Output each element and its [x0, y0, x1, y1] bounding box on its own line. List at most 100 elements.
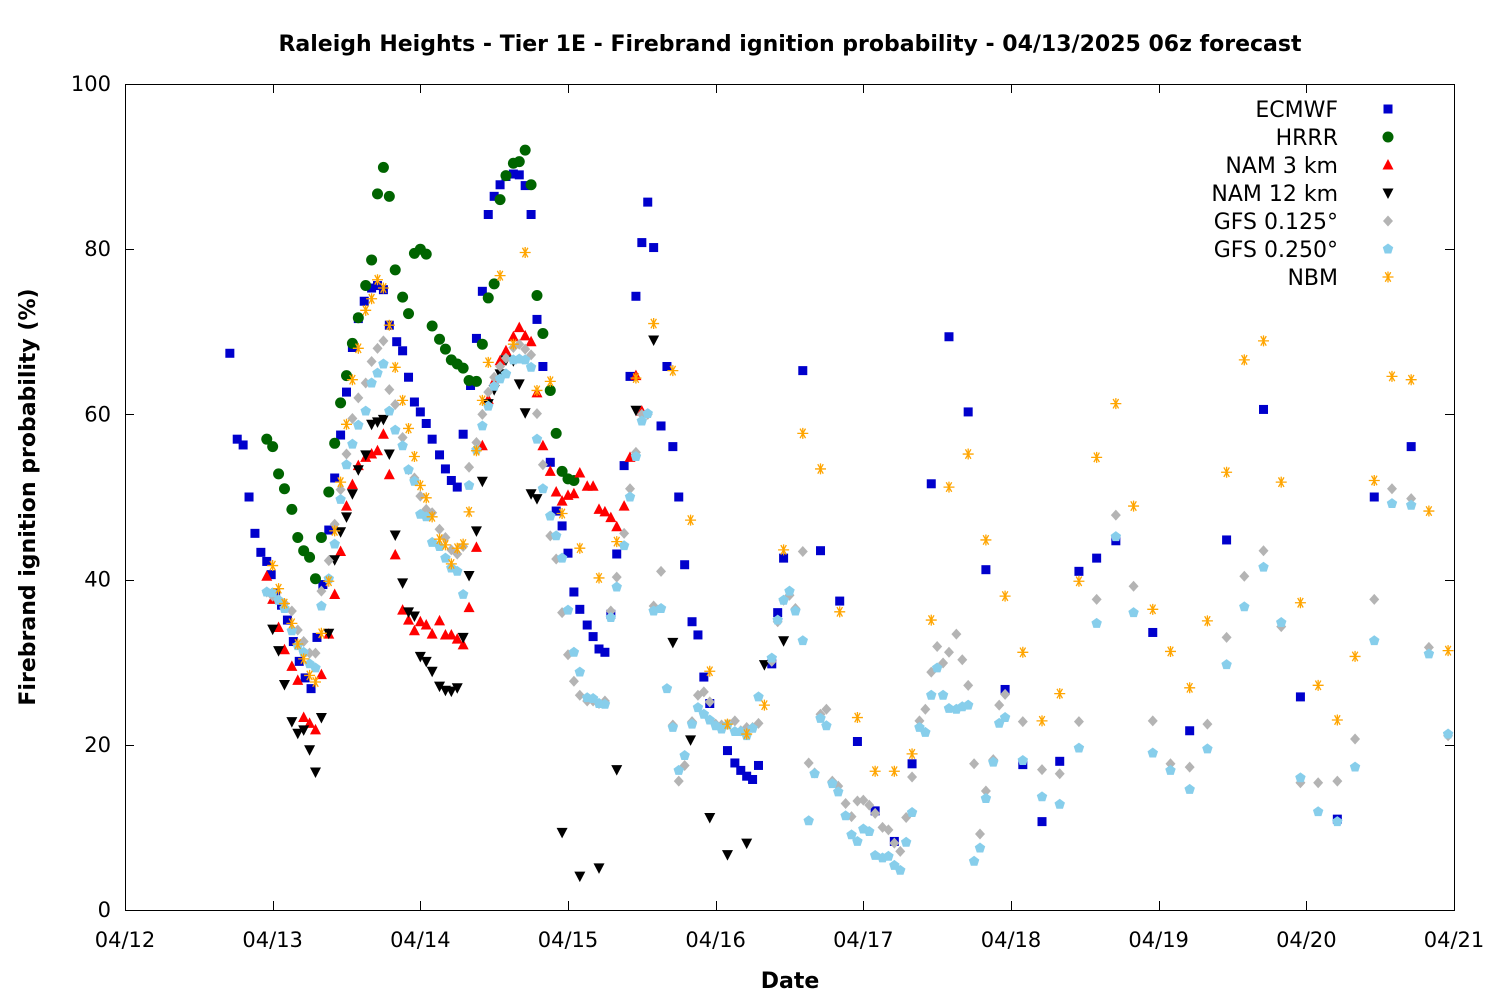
point-nam-12-km: [335, 527, 347, 538]
point-nam-12-km: [346, 489, 358, 500]
point-gfs-0-250: [686, 718, 698, 729]
y-tick-label: 80: [84, 237, 111, 261]
plot-area-frame: [125, 84, 1455, 911]
point-gfs-0-250: [926, 689, 937, 700]
point-gfs-0-125: [1110, 509, 1121, 521]
point-gfs-0-125: [963, 679, 974, 691]
point-hrrr: [482, 292, 494, 304]
y-axis-title: Firebrand ignition probability (%): [16, 288, 41, 705]
point-nam-3-km: [470, 541, 482, 552]
point-gfs-0-125: [520, 343, 531, 355]
point-nam-12-km: [352, 465, 364, 476]
point-gfs-0-125: [611, 571, 622, 583]
point-ecmwf: [477, 286, 487, 296]
point-hrrr: [383, 190, 395, 202]
point-hrrr: [346, 337, 358, 349]
point-nam-12-km: [426, 666, 438, 678]
point-gfs-0-125: [1258, 545, 1269, 557]
point-gfs-0-250: [803, 815, 814, 826]
point-gfs-0-250: [335, 493, 346, 504]
point-ecmwf: [748, 774, 758, 784]
point-nbm: [420, 492, 432, 504]
point-gfs-0-250: [988, 756, 999, 767]
point-nam-12-km: [758, 660, 770, 671]
point-nam-3-km: [278, 643, 290, 655]
series-nbm: [267, 247, 1454, 777]
point-gfs-0-250: [1276, 617, 1287, 627]
point-ecmwf: [232, 434, 242, 444]
point-gfs-0-125: [821, 703, 832, 715]
point-nbm: [439, 539, 451, 551]
point-ecmwf: [318, 580, 328, 590]
point-gfs-0-125: [625, 483, 636, 495]
legend-entry-gfs-0-250: GFS 0.250°: [1214, 238, 1394, 263]
point-ecmwf: [495, 180, 505, 190]
point-gfs-0-125: [1184, 761, 1195, 773]
point-ecmwf: [282, 615, 292, 625]
point-nbm: [1312, 679, 1324, 691]
point-nam-3-km: [372, 444, 384, 456]
point-nam-3-km: [309, 723, 321, 735]
point-hrrr: [360, 280, 372, 292]
point-nam-12-km: [414, 651, 426, 663]
point-gfs-0-250: [1147, 747, 1158, 758]
point-ecmwf: [637, 238, 647, 248]
point-ecmwf: [563, 548, 573, 558]
point-hrrr: [389, 264, 401, 276]
point-gfs-0-250: [1110, 531, 1122, 542]
point-gfs-0-250: [618, 540, 630, 551]
point-nam-3-km: [273, 621, 285, 633]
point-ecmwf: [415, 407, 425, 417]
point-nbm: [1184, 682, 1196, 694]
point-gfs-0-250: [846, 829, 857, 840]
point-nam-12-km: [286, 717, 298, 728]
point-gfs-0-250: [440, 552, 451, 563]
point-gfs-0-125: [1239, 570, 1250, 582]
point-ecmwf: [1369, 492, 1379, 502]
point-nam-3-km: [389, 548, 401, 560]
point-ecmwf: [569, 587, 579, 597]
point-ecmwf: [575, 604, 585, 614]
point-hrrr: [309, 573, 321, 585]
legend-entry-ecmwf: ECMWF: [1255, 98, 1393, 123]
point-nbm: [309, 676, 321, 688]
point-hrrr: [426, 320, 438, 332]
point-nbm: [531, 384, 543, 396]
point-gfs-0-125: [1369, 593, 1380, 605]
point-gfs-0-250: [815, 712, 826, 723]
point-gfs-0-250: [267, 587, 278, 598]
point-gfs-0-250: [341, 459, 352, 470]
point-gfs-0-250: [797, 635, 809, 646]
point-nam-3-km: [605, 511, 617, 523]
point-nam-3-km: [426, 628, 438, 639]
point-nam-12-km: [408, 611, 420, 622]
point-gfs-0-125: [1386, 483, 1397, 495]
point-gfs-0-250: [1258, 561, 1269, 572]
point-gfs-0-125: [907, 771, 918, 783]
point-nbm: [346, 374, 358, 386]
point-gfs-0-125: [920, 703, 931, 715]
point-ecmwf: [1185, 726, 1195, 736]
point-nbm: [834, 606, 846, 618]
point-gfs-0-125: [957, 654, 968, 666]
point-nam-12-km: [403, 607, 415, 618]
point-gfs-0-250: [630, 451, 642, 461]
point-ecmwf: [736, 765, 746, 775]
point-nam-3-km: [366, 448, 378, 459]
point-gfs-0-125: [1350, 733, 1361, 745]
point-nam-12-km: [611, 765, 623, 776]
point-nam-3-km: [500, 344, 512, 356]
series-nam-3-km: [261, 321, 648, 735]
y-axis: 0 20 40 60 80 100: [71, 72, 1454, 922]
point-nbm: [335, 476, 347, 488]
point-hrrr: [556, 465, 568, 477]
point-hrrr: [278, 483, 290, 495]
point-nam-12-km: [667, 637, 679, 649]
point-ecmwf: [631, 291, 641, 301]
x-tick-label: 04/14: [390, 928, 451, 952]
point-nbm: [476, 394, 488, 406]
point-gfs-0-250: [1128, 607, 1139, 618]
point-gfs-0-125: [656, 565, 667, 577]
point-nam-12-km: [315, 713, 327, 724]
point-gfs-0-250: [390, 424, 401, 435]
